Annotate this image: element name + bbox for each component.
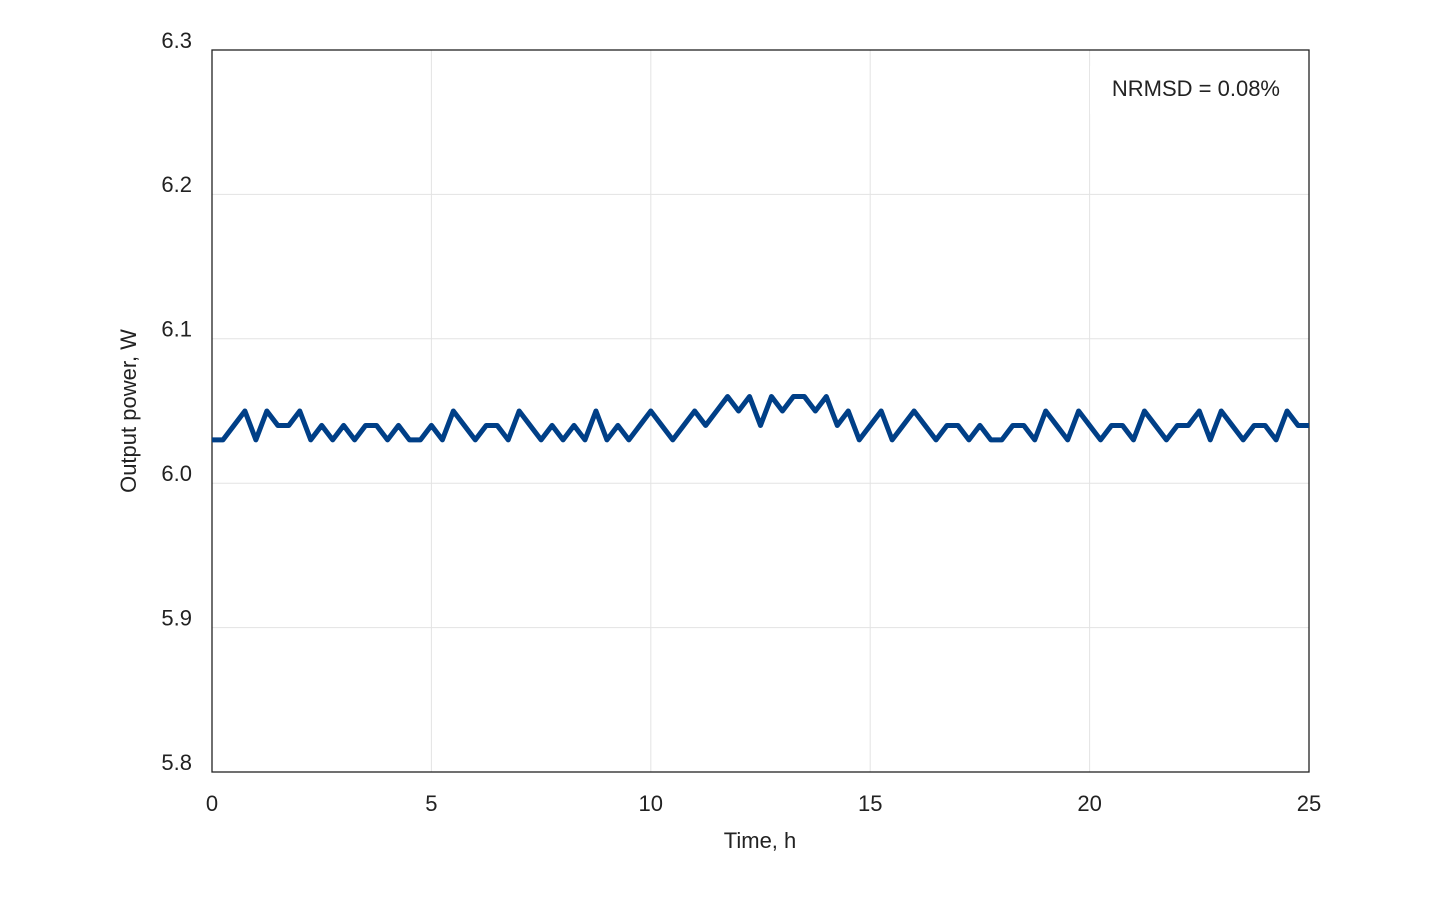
- y-tick-label: 5.8: [161, 750, 192, 775]
- data-line: [212, 394, 1309, 443]
- x-tick-label: 15: [858, 791, 882, 816]
- x-tick-label: 5: [425, 791, 437, 816]
- y-tick-label: 6.2: [161, 172, 192, 197]
- y-axis-label: Output power, W: [116, 329, 141, 493]
- x-axis-label: Time, h: [724, 828, 797, 853]
- x-tick-label: 20: [1077, 791, 1101, 816]
- annotation-box: [1090, 66, 1295, 114]
- y-tick-label: 5.9: [161, 605, 192, 630]
- y-tick-label: 6.1: [161, 317, 192, 342]
- annotation: NRMSD = 0.08%: [1112, 76, 1280, 101]
- x-tick-label: 25: [1297, 791, 1321, 816]
- y-tick-label: 6.3: [161, 28, 192, 53]
- x-tick-label: 10: [639, 791, 663, 816]
- x-tick-label: 0: [206, 791, 218, 816]
- plot-frame: [211, 49, 1310, 773]
- y-tick-label: 6.0: [161, 461, 192, 486]
